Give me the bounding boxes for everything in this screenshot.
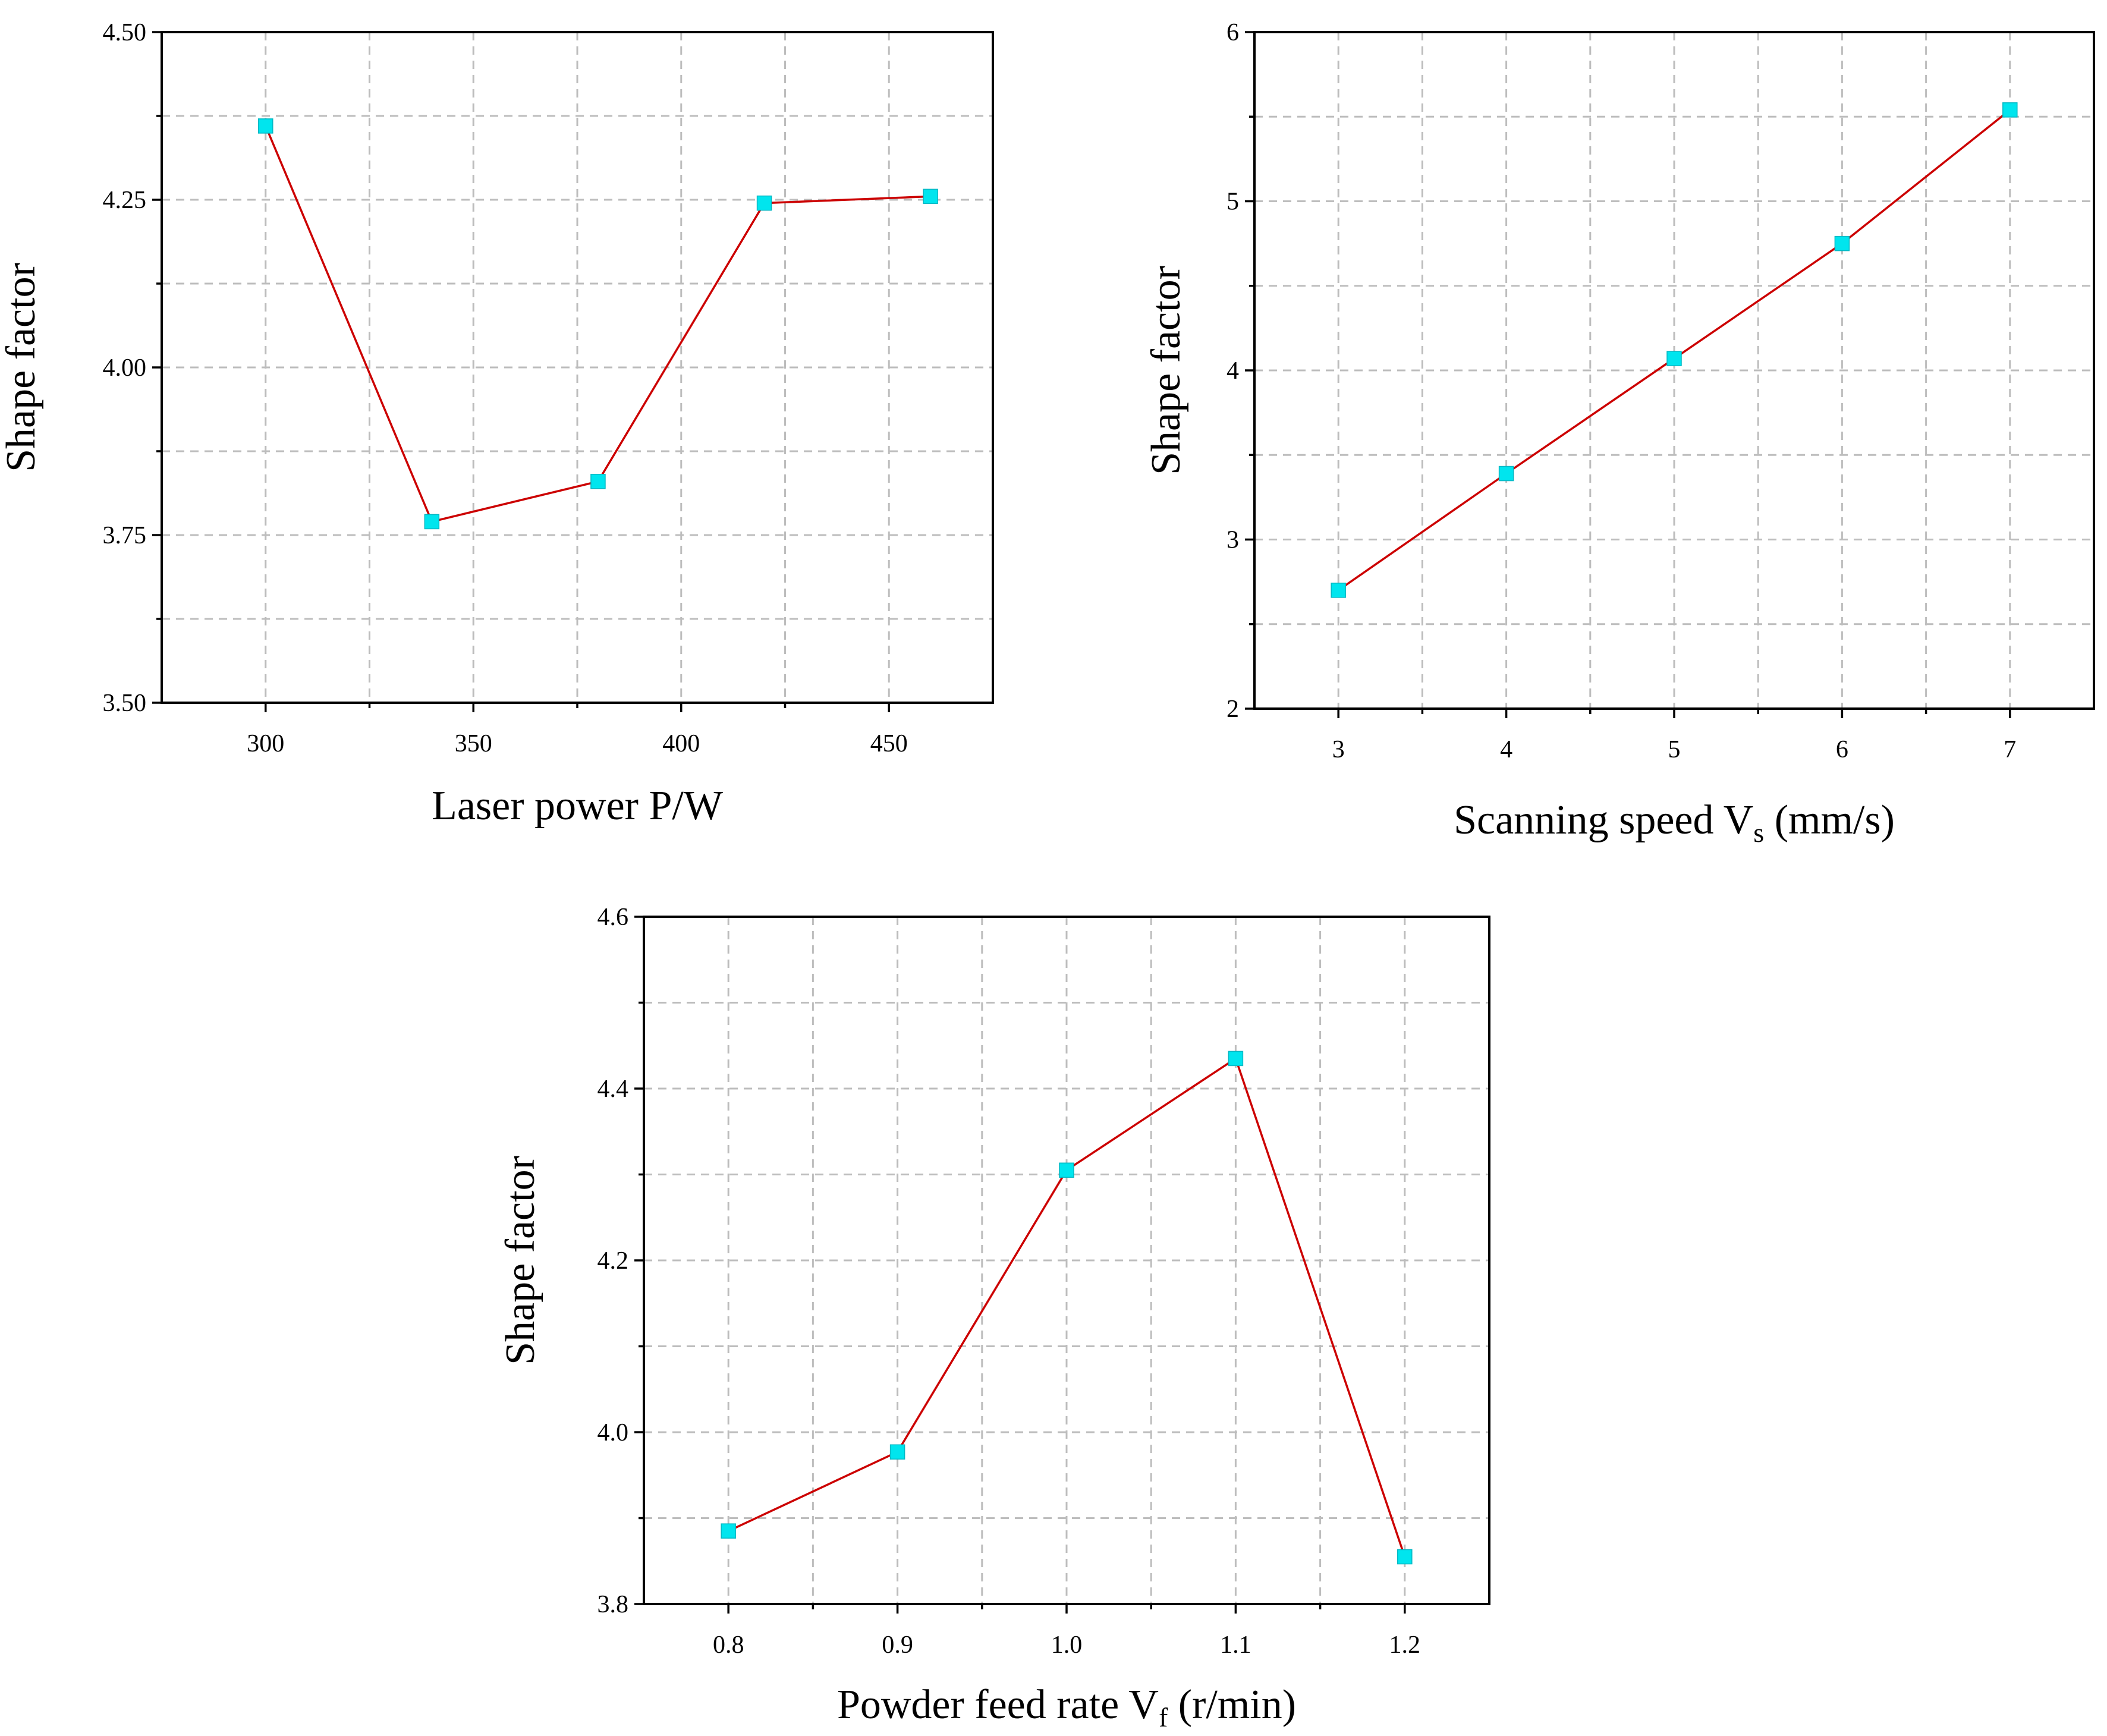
y-tick-label: 4 xyxy=(1227,357,1239,385)
data-point xyxy=(590,474,606,489)
x-tick-label: 450 xyxy=(870,730,908,757)
y-tick-label: 4.25 xyxy=(103,187,147,214)
data-point xyxy=(889,1444,905,1460)
x-tick-label: 300 xyxy=(247,730,284,757)
data-point xyxy=(923,188,938,205)
grid-lines xyxy=(1254,32,2094,709)
tick-labels: 3 4 5 6 7 2 3 4 5 6 xyxy=(1227,19,2016,763)
data-point xyxy=(1666,351,1682,366)
y-tick-label: 2 xyxy=(1227,696,1239,723)
chart-powder-feed-rate: 0.8 0.9 1.0 1.1 1.2 3.8 4.0 4.2 4.4 4.6 Powder fe… xyxy=(498,904,1490,1732)
x-axis-title: Scanning speed Vs (mm/s) xyxy=(1454,797,1895,848)
x-tick-label: 400 xyxy=(662,730,700,757)
x-tick-label: 350 xyxy=(455,730,492,757)
y-tick-label: 4.0 xyxy=(597,1419,629,1446)
data-point xyxy=(258,118,273,134)
x-tick-label: 1.0 xyxy=(1051,1631,1083,1659)
axis-ticks xyxy=(152,31,890,712)
x-tick-label: 1.2 xyxy=(1389,1631,1421,1659)
x-tick-label: 7 xyxy=(2004,736,2016,763)
x-tick-label: 4 xyxy=(1500,736,1512,763)
data-markers xyxy=(1331,102,2018,598)
data-markers xyxy=(258,118,938,530)
grid-lines xyxy=(162,32,993,703)
data-point xyxy=(1498,466,1514,482)
x-axis-title: Powder feed rate Vf (r/min) xyxy=(837,1682,1296,1732)
x-tick-label: 5 xyxy=(1668,736,1681,763)
data-point xyxy=(756,195,772,211)
y-tick-label: 4.50 xyxy=(103,19,147,46)
axis-ticks xyxy=(634,916,1406,1614)
x-tick-label: 0.9 xyxy=(882,1631,913,1659)
x-tick-label: 1.1 xyxy=(1220,1631,1251,1659)
y-tick-label: 3.50 xyxy=(103,690,147,717)
data-point xyxy=(2002,102,2018,118)
y-axis-title: Shape factor xyxy=(498,1156,543,1365)
y-tick-label: 5 xyxy=(1227,188,1239,216)
data-point xyxy=(1331,583,1346,598)
data-point xyxy=(1228,1051,1244,1067)
x-tick-label: 0.8 xyxy=(713,1631,744,1659)
x-tick-label: 6 xyxy=(1836,736,1848,763)
grid-lines xyxy=(644,917,1489,1604)
series-line xyxy=(265,125,931,523)
tick-labels: 300 350 400 450 3.50 3.75 4.00 4.25 4.50 xyxy=(103,19,908,757)
y-tick-label: 4.00 xyxy=(103,354,147,382)
data-point xyxy=(1834,235,1850,251)
y-tick-label: 4.2 xyxy=(597,1247,629,1275)
data-markers xyxy=(721,1051,1413,1565)
y-tick-label: 3.75 xyxy=(103,522,147,549)
y-tick-label: 4.6 xyxy=(597,904,629,931)
y-tick-label: 3.8 xyxy=(597,1591,629,1618)
data-point xyxy=(1059,1162,1074,1178)
x-tick-label: 3 xyxy=(1332,736,1345,763)
data-point xyxy=(1397,1549,1413,1565)
y-axis-title: Shape factor xyxy=(0,263,44,472)
chart-scanning-speed: 3 4 5 6 7 2 3 4 5 6 Scanning speed Vs (mm/s) Shap… xyxy=(1143,19,2095,848)
tick-labels: 0.8 0.9 1.0 1.1 1.2 3.8 4.0 4.2 4.4 4.6 xyxy=(597,904,1421,1659)
y-axis-title: Shape factor xyxy=(1143,266,1189,475)
y-tick-label: 4.4 xyxy=(597,1075,629,1103)
y-tick-label: 6 xyxy=(1227,19,1239,46)
axis-ticks xyxy=(1245,31,2011,718)
data-point xyxy=(721,1523,736,1539)
x-axis-title: Laser power P/W xyxy=(432,783,723,829)
data-point xyxy=(424,514,440,530)
y-tick-label: 3 xyxy=(1227,527,1239,554)
chart-laser-power: 300 350 400 450 3.50 3.75 4.00 4.25 4.50 Laser p… xyxy=(0,19,994,829)
